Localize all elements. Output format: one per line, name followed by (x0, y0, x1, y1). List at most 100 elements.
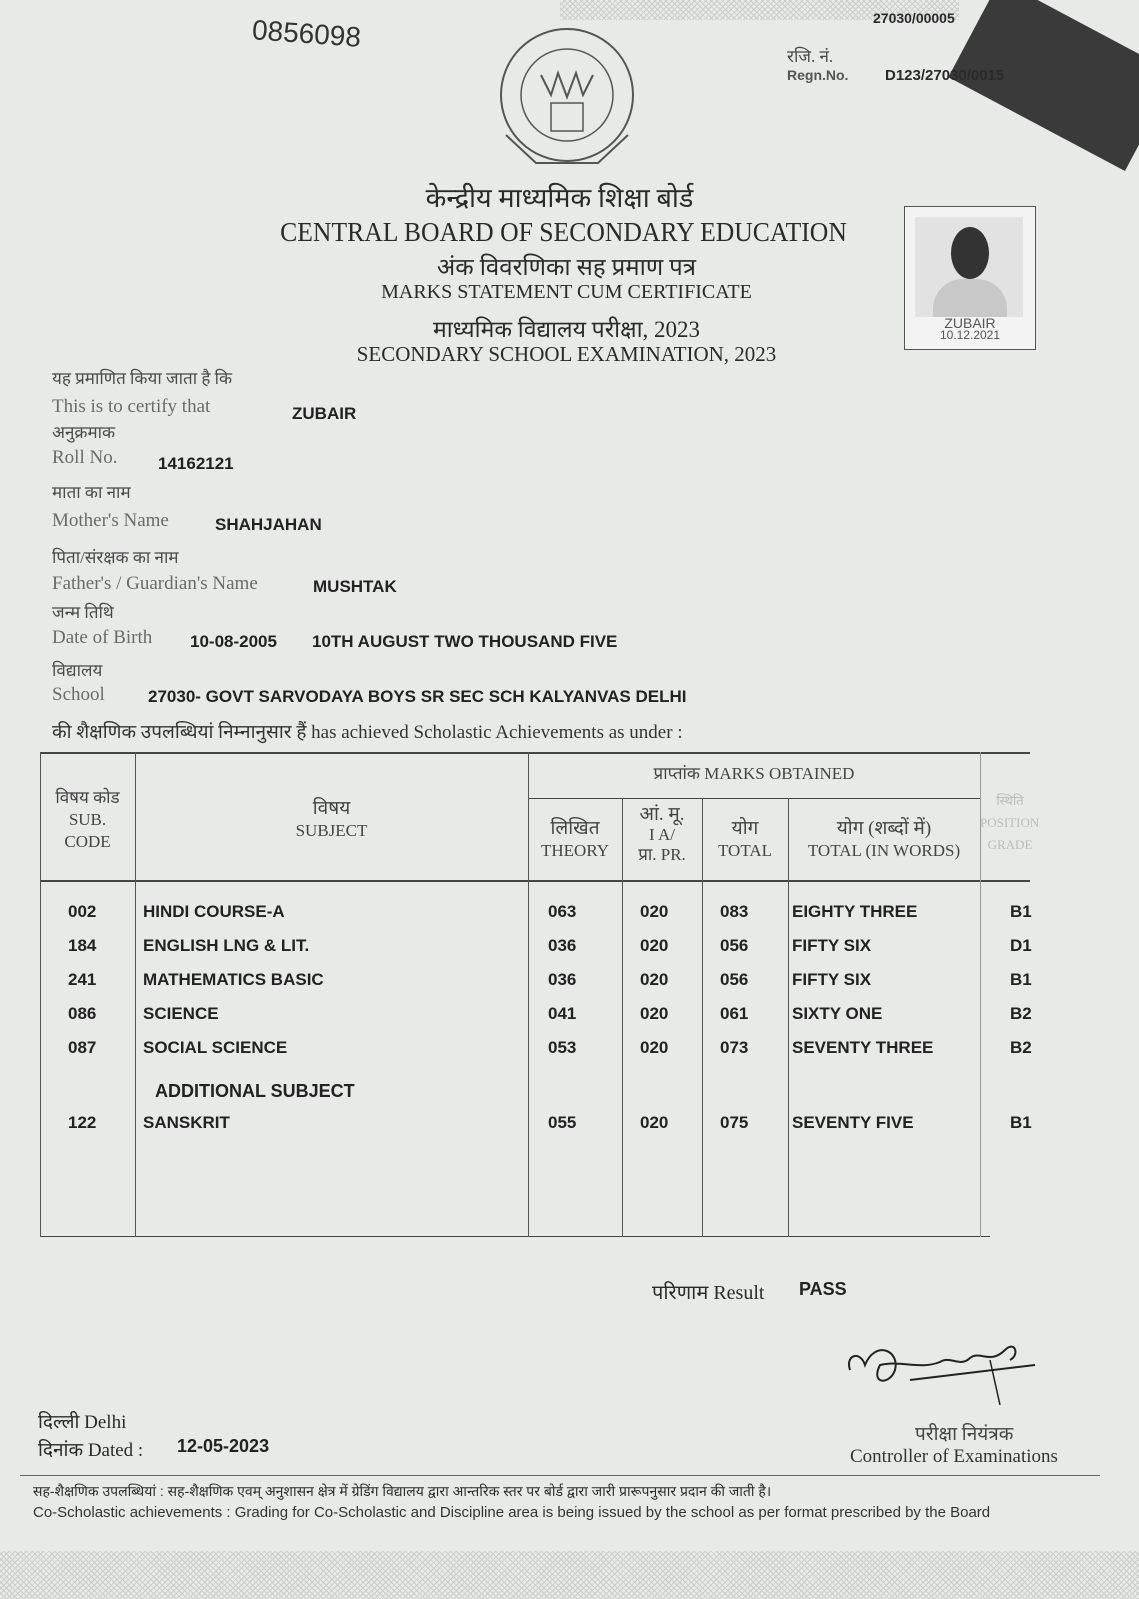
header-subject-en: SUBJECT (295, 821, 368, 840)
roll-label-hi: अनुक्रमाक (52, 423, 116, 442)
controller-signature (848, 1345, 1036, 1406)
top-reference: 27030/00005 (873, 10, 955, 26)
result-label: परिणाम Result (652, 1282, 765, 1304)
cell-ia: 020 (640, 936, 669, 955)
cell-ia: 020 (640, 970, 669, 989)
regn-label-hi: रजि. नं. (787, 47, 834, 66)
mother-label-hi: माता का नाम (52, 483, 131, 502)
certify-label-hi: यह प्रमाणित किया जाता है कि (52, 369, 233, 388)
cell-subject: SCIENCE (143, 1004, 219, 1023)
mother-name: SHAHJAHAN (215, 515, 322, 534)
regn-label: Regn.No. (787, 67, 849, 83)
footer-note-hi: सह-शैक्षणिक उपलब्धियां : सह-शैक्षणिक एवम… (33, 1483, 772, 1499)
dated-label: दिनांक Dated : (38, 1440, 144, 1461)
controller-hi: परीक्षा नियंत्रक (915, 1424, 1014, 1445)
cell-total: 083 (720, 902, 749, 921)
father-label-hi: पिता/संरक्षक का नाम (52, 548, 179, 567)
cell-grade: B2 (1010, 1038, 1032, 1057)
father-label: Father's / Guardian's Name (52, 573, 258, 594)
header-code-hi: विषय कोड (55, 788, 120, 807)
cell-theory: 036 (548, 936, 577, 955)
header-pr: प्रा. PR. (638, 845, 686, 864)
header-ia-pr: आं. मू. I A/ प्रा. PR. (622, 805, 702, 865)
mother-label: Mother's Name (52, 510, 169, 531)
header-theory: लिखित THEORY (528, 818, 622, 862)
certify-label: This is to certify that (52, 396, 211, 417)
cell-total: 073 (720, 1038, 749, 1057)
cell-ia: 020 (640, 1113, 669, 1132)
table-top-border (40, 752, 1030, 754)
school-label: School (52, 684, 105, 705)
cell-code: 086 (68, 1004, 97, 1023)
header-words-en: TOTAL (IN WORDS) (807, 841, 961, 860)
cell-grade: D1 (1010, 936, 1032, 955)
photo-portrait (915, 217, 1023, 317)
header-subject-hi: विषय (312, 798, 351, 819)
regn-number: D123/27030/0015 (885, 67, 1005, 84)
col-divider (702, 798, 703, 1237)
header-theory-hi: लिखित (550, 818, 600, 839)
cell-subject: ENGLISH LNG & LIT. (143, 936, 310, 955)
header-total-words: योग (शब्दों में) TOTAL (IN WORDS) (788, 818, 980, 862)
student-name: ZUBAIR (292, 404, 357, 423)
dob-label: Date of Birth (52, 627, 153, 648)
footer-note: Co-Scholastic achievements : Grading for… (33, 1504, 991, 1521)
cell-code: 122 (68, 1113, 97, 1132)
header-total-hi: योग (731, 818, 759, 839)
cell-code: 241 (68, 970, 97, 989)
cell-code: 087 (68, 1038, 97, 1057)
header-marks-obtained: प्राप्तांक MARKS OBTAINED (653, 764, 855, 783)
result-value: PASS (799, 1279, 847, 1299)
header-words-hi: योग (शब्दों में) (836, 818, 932, 839)
header-pos-hi: स्थिति (996, 793, 1024, 808)
cell-ia: 020 (640, 1004, 669, 1023)
header-pos-en2: GRADE (987, 837, 1033, 852)
header-ia-hi: आं. मू. (639, 804, 685, 825)
photo-name: ZUBAIR (944, 315, 996, 331)
col-divider (622, 798, 623, 1237)
exam-name-hindi: माध्यमिक विद्यालय परीक्षा, 2023 (432, 317, 701, 342)
cell-total: 061 (720, 1004, 749, 1023)
cell-total: 056 (720, 970, 749, 989)
document-title: MARKS STATEMENT CUM CERTIFICATE (381, 281, 752, 303)
student-photo: ZUBAIR 10.12.2021 (904, 206, 1036, 350)
father-name: MUSHTAK (313, 577, 397, 596)
cell-grade: B1 (1010, 902, 1032, 921)
cell-grade: B2 (1010, 1004, 1032, 1023)
dob-words: 10TH AUGUST TWO THOUSAND FIVE (312, 632, 618, 651)
header-theory-en: THEORY (541, 841, 609, 860)
cell-words: SEVENTY FIVE (792, 1113, 914, 1132)
cell-total: 056 (720, 936, 749, 955)
cell-words: EIGHTY THREE (792, 902, 918, 921)
cell-grade: B1 (1010, 970, 1032, 989)
school-name: 27030- GOVT SARVODAYA BOYS SR SEC SCH KA… (148, 687, 687, 706)
top-security-border (560, 0, 959, 20)
roll-number: 14162121 (158, 454, 234, 473)
cell-theory: 053 (548, 1038, 577, 1057)
roll-label: Roll No. (52, 447, 118, 468)
dated-value: 12-05-2023 (177, 1436, 270, 1456)
cell-words: SEVENTY THREE (792, 1038, 934, 1057)
header-positional-grade: स्थिति POSITIONAL GRADE (980, 790, 1040, 856)
cell-theory: 055 (548, 1113, 577, 1132)
place: दिल्ली Delhi (38, 1412, 127, 1433)
school-label-hi: विद्यालय (52, 661, 103, 680)
bottom-security-border (0, 1551, 1139, 1599)
header-subject: विषय SUBJECT (135, 798, 528, 842)
header-code-en: SUB. (68, 810, 107, 829)
dob-value: 10-08-2005 (190, 632, 277, 651)
cbse-logo-icon (500, 28, 634, 164)
header-sub-code: विषय कोड SUB. CODE (40, 787, 135, 853)
cell-total: 075 (720, 1113, 749, 1132)
dob-label-hi: जन्म तिथि (52, 603, 114, 622)
additional-subject-label: ADDITIONAL SUBJECT (155, 1081, 355, 1101)
footer-divider (20, 1475, 1100, 1476)
serial-number: 0856098 (251, 14, 362, 53)
cell-code: 002 (68, 902, 97, 921)
achievements-statement: की शैक्षणिक उपलब्धियां निम्नानुसार हैं h… (52, 722, 683, 743)
cell-subject: MATHEMATICS BASIC (143, 970, 324, 989)
table-header-bottom (40, 880, 1030, 882)
col-divider (135, 752, 136, 1237)
cell-words: FIFTY SIX (792, 936, 872, 955)
cell-code: 184 (68, 936, 97, 955)
